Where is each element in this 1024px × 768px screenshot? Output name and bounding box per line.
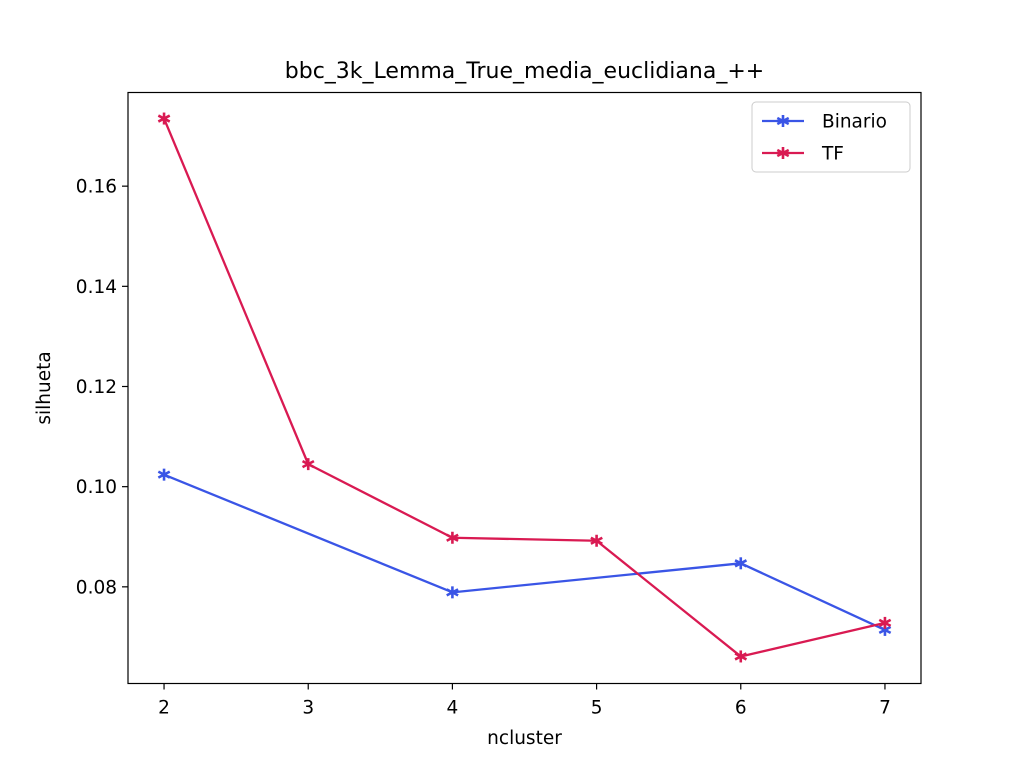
y-tick-label: 0.16 bbox=[76, 177, 117, 198]
data-point-tf bbox=[157, 112, 171, 125]
plot-frame bbox=[127, 91, 922, 685]
plot-area bbox=[157, 112, 892, 663]
legend-box bbox=[751, 101, 911, 173]
y-tick-label: 0.08 bbox=[76, 577, 117, 598]
x-axis-label: ncluster bbox=[487, 728, 562, 749]
legend-marker-binario bbox=[776, 115, 790, 127]
y-tick-label: 0.10 bbox=[76, 477, 117, 498]
legend-label-binario: Binario bbox=[822, 112, 887, 133]
x-tick-label: 6 bbox=[735, 698, 747, 719]
x-tick-label: 3 bbox=[302, 698, 314, 719]
legend: Binario TF bbox=[751, 101, 911, 173]
data-point-binario bbox=[734, 557, 748, 570]
x-tick-label: 4 bbox=[447, 698, 459, 719]
legend-label-tf: TF bbox=[821, 144, 844, 165]
data-point-tf bbox=[878, 616, 892, 629]
series-line-binario bbox=[163, 473, 886, 631]
chart-title: bbc_3k_Lemma_True_media_euclidiana_++ bbox=[285, 59, 764, 84]
data-point-tf bbox=[590, 534, 603, 547]
series-line-tf bbox=[162, 118, 886, 658]
data-point-binario bbox=[157, 468, 171, 481]
y-axis-label: silhueta bbox=[34, 351, 55, 424]
data-point-tf bbox=[734, 650, 748, 663]
x-tick-label: 2 bbox=[158, 698, 170, 719]
data-point-tf bbox=[446, 531, 459, 544]
x-tick-label: 5 bbox=[591, 698, 603, 719]
y-axis-ticks: 0.08 0.10 0.12 0.14 0.16 bbox=[76, 177, 128, 598]
data-point-tf bbox=[301, 458, 315, 471]
x-tick-label: 7 bbox=[879, 698, 891, 719]
x-axis-ticks: 2 3 4 5 6 7 bbox=[158, 683, 891, 719]
y-tick-label: 0.12 bbox=[76, 377, 117, 398]
data-point-binario bbox=[446, 586, 459, 599]
legend-marker-tf bbox=[776, 147, 790, 159]
y-tick-label: 0.14 bbox=[76, 277, 117, 298]
